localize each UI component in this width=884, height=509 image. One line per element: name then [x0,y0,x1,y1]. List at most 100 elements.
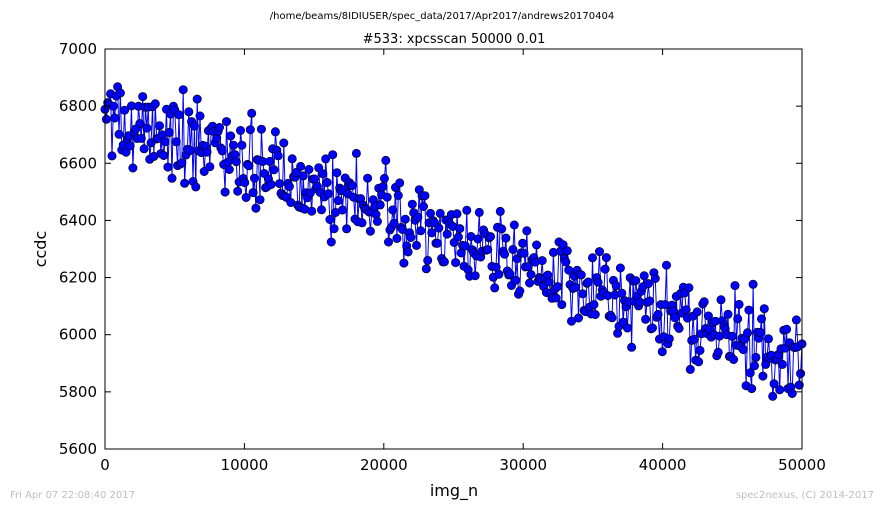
data-point [110,113,120,123]
data-point [247,108,257,118]
data-point [164,127,174,137]
data-point [474,207,484,217]
data-point [523,262,533,272]
footer-credit: spec2nexus, (C) 2014-2017 [736,490,874,501]
data-point [236,126,246,136]
data-point [180,178,190,188]
data-point [639,271,649,281]
y-axis-label: ccdc [31,231,50,268]
data-point [222,117,232,127]
data-point [699,297,709,307]
data-point [135,119,145,129]
data-point [703,311,713,321]
data-point [178,85,188,95]
data-point [452,209,462,219]
data-point [202,147,212,157]
data-point [501,233,511,243]
data-point [185,146,195,156]
data-point [120,105,130,115]
data-point [615,263,625,273]
data-point [647,323,657,333]
data-point [265,156,275,166]
data-point [357,218,367,228]
data-point [273,151,283,161]
data-point [505,269,515,279]
data-point [250,173,260,183]
data-point [473,234,483,244]
data-point [571,282,581,292]
data-point [573,313,583,323]
y-tick-label: 6400 [59,211,97,229]
data-point [101,114,111,124]
data-point [337,205,347,215]
data-point [601,253,611,263]
data-point [694,357,704,367]
data-point [758,371,768,381]
data-point [485,232,495,242]
data-point [233,186,243,196]
data-point [490,283,500,293]
data-point [284,182,294,192]
data-point [240,178,250,188]
data-point [403,247,413,257]
data-point [611,281,621,291]
data-point [248,188,258,198]
data-point [631,276,641,286]
data-point [561,257,571,267]
data-point [251,203,261,213]
data-point [497,224,507,234]
data-point [328,150,338,160]
data-point [420,191,430,201]
data-point [643,279,653,289]
data-point [738,345,748,355]
data-point [670,313,680,323]
data-point [245,125,255,135]
data-point [747,384,757,394]
data-point [600,264,610,274]
data-point [114,129,124,139]
x-axis-label: img_n [430,481,478,501]
data-point [255,195,265,205]
figure-suptitle: /home/beams/8IDIUSER/spec_data/2017/Apr2… [270,11,614,22]
data-point [729,354,739,364]
data-point [763,334,773,344]
data-point [587,253,597,263]
data-point [526,269,536,279]
data-point [399,258,409,268]
data-point [189,121,199,131]
x-tick-label: 50000 [778,456,826,474]
data-point [375,200,385,210]
data-point [511,275,521,285]
data-point [192,94,202,104]
data-point [723,309,733,319]
plot-area [105,49,802,449]
data-point [413,212,423,222]
data-point [347,181,357,191]
series-layer [100,82,807,401]
data-point [583,277,593,287]
data-point [139,144,149,154]
data-point [160,137,170,147]
data-point [231,157,241,167]
data-point [748,279,758,289]
data-point [321,154,331,164]
x-tick-label: 0 [100,456,110,474]
x-tick-label: 20000 [360,456,408,474]
data-point [695,345,705,355]
data-point [224,165,234,175]
data-point [684,283,694,293]
data-point [508,245,518,255]
data-point [537,256,547,266]
data-point [681,305,691,315]
data-point [692,307,702,317]
data-point [453,232,463,242]
data-point [657,347,667,357]
data-point [744,305,754,315]
data-point [393,191,403,201]
data-point [142,123,152,133]
data-point [689,334,699,344]
data-point [322,178,332,188]
data-point [115,88,125,98]
data-point [650,273,660,283]
